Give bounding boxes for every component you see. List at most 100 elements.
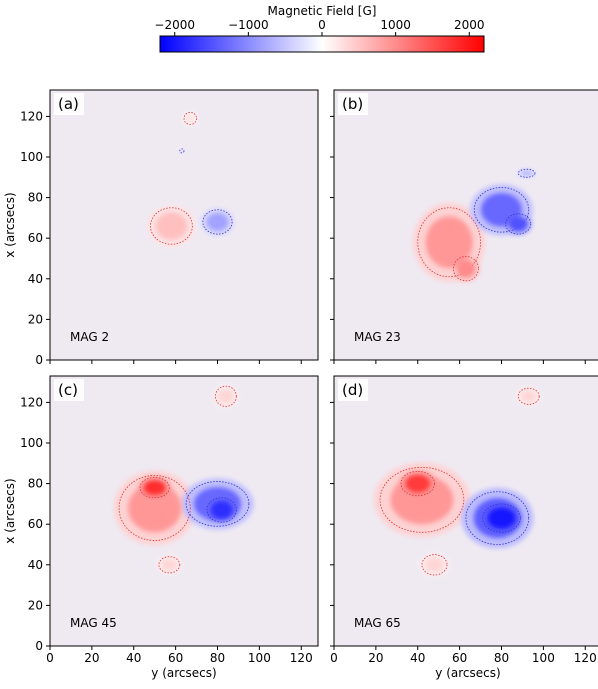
y-tick-label: 40 bbox=[28, 558, 43, 572]
colorbar-tick-label: 1000 bbox=[380, 18, 411, 32]
contour-positive bbox=[118, 475, 191, 541]
contour-positive bbox=[417, 207, 481, 278]
y-tick-label: 80 bbox=[28, 477, 43, 491]
panel-annotation: MAG 65 bbox=[354, 616, 401, 630]
x-tick-label: 20 bbox=[84, 651, 99, 665]
contour-negative bbox=[517, 168, 536, 178]
panel-label: (b) bbox=[342, 95, 363, 113]
y-tick-label: 120 bbox=[20, 395, 43, 409]
field-core-positive bbox=[218, 388, 234, 404]
field-core-negative bbox=[180, 149, 184, 153]
axes-frame bbox=[333, 375, 598, 647]
x-axis-label: y (arcsecs) bbox=[151, 666, 216, 680]
heatmap-field bbox=[373, 386, 541, 577]
heatmap-field bbox=[147, 111, 235, 248]
field-core-negative bbox=[481, 193, 522, 227]
field-core-positive bbox=[390, 475, 454, 525]
x-tick-label: 80 bbox=[494, 651, 509, 665]
field-core-positive bbox=[520, 390, 537, 403]
axes-frame bbox=[49, 89, 319, 361]
panel-label-box bbox=[338, 93, 368, 115]
panel-annotation: MAG 23 bbox=[354, 330, 401, 344]
y-tick-label: 120 bbox=[20, 109, 43, 123]
x-tick-label: 40 bbox=[410, 651, 425, 665]
colorbar-tick-label: 0 bbox=[318, 18, 326, 32]
panel-b: (b) MAG 23 bbox=[330, 89, 598, 364]
field-core-negative bbox=[520, 170, 533, 177]
contour-negative bbox=[465, 491, 530, 545]
x-tick-label: 80 bbox=[210, 651, 225, 665]
colorbar-tick-label: −1000 bbox=[228, 18, 269, 32]
contour-negative bbox=[505, 213, 532, 235]
y-tick-label: 60 bbox=[28, 517, 43, 531]
contour-positive bbox=[150, 207, 193, 245]
field-core-positive bbox=[161, 558, 178, 571]
contour-positive bbox=[158, 556, 181, 574]
x-tick-label: 120 bbox=[574, 651, 597, 665]
x-tick-label: 20 bbox=[368, 651, 383, 665]
y-axis-label: x (arcsecs) bbox=[3, 478, 17, 543]
panel-label: (c) bbox=[58, 381, 78, 399]
panel-label-box bbox=[54, 93, 84, 115]
field-core-negative bbox=[487, 507, 516, 529]
panel-label: (a) bbox=[58, 95, 79, 113]
field-core-negative bbox=[508, 216, 528, 232]
contour-positive bbox=[379, 466, 465, 533]
y-tick-label: 20 bbox=[28, 598, 43, 612]
axes-frame bbox=[49, 375, 319, 647]
colorbar: Magnetic Field [G] −2000 −1000 0 1000 2000 bbox=[154, 4, 485, 53]
colorbar-tick-label: −2000 bbox=[154, 18, 195, 32]
contour-positive bbox=[215, 385, 237, 407]
panel-c: 0 20 40 60 80 100 120 0 20 40 60 80 100 120 y (arcsecs… bbox=[3, 375, 319, 680]
x-tick-label: 40 bbox=[126, 651, 141, 665]
axes-frame bbox=[333, 89, 598, 361]
y-tick-label: 0 bbox=[35, 353, 43, 367]
contour-negative bbox=[473, 187, 530, 233]
contour-positive bbox=[183, 111, 197, 125]
colorbar-gradient bbox=[159, 35, 485, 53]
panels: 0 20 40 60 80 100 120 x (arcsecs) (a) MAG 2 (b) MAG… bbox=[3, 89, 598, 680]
colorbar-tick-label: 2000 bbox=[454, 18, 485, 32]
field-core-positive bbox=[143, 480, 166, 496]
field-core-positive bbox=[185, 113, 195, 123]
contour-negative bbox=[202, 209, 233, 235]
panel-d: 0 20 40 60 80 100 120 y (arcsecs) (d) MAG 65 bbox=[330, 375, 598, 680]
panel-annotation: MAG 2 bbox=[70, 330, 109, 344]
x-axis-label: y (arcsecs) bbox=[435, 666, 500, 680]
field-core-positive bbox=[425, 557, 444, 573]
contour-positive bbox=[139, 477, 170, 499]
field-core-positive bbox=[425, 216, 473, 269]
contour-negative bbox=[179, 148, 185, 154]
field-core-positive bbox=[155, 212, 188, 240]
x-tick-label: 120 bbox=[290, 651, 313, 665]
y-tick-label: 100 bbox=[20, 436, 43, 450]
colorbar-ticks: −2000 −1000 0 1000 2000 bbox=[154, 18, 485, 36]
y-tick-label: 20 bbox=[28, 312, 43, 326]
panel-a: 0 20 40 60 80 100 120 x (arcsecs) (a) MAG 2 bbox=[3, 89, 319, 367]
y-tick-label: 100 bbox=[20, 150, 43, 164]
y-tick-label: 60 bbox=[28, 231, 43, 245]
field-core-negative bbox=[206, 212, 229, 232]
y-axis-label: x (arcsecs) bbox=[3, 192, 17, 257]
field-core-positive bbox=[405, 474, 431, 493]
contour-negative bbox=[206, 497, 237, 523]
field-core-positive bbox=[456, 259, 476, 278]
heatmap-field bbox=[413, 168, 537, 283]
field-core-negative bbox=[210, 500, 233, 520]
contour-positive bbox=[517, 387, 540, 405]
panel-annotation: MAG 45 bbox=[70, 616, 117, 630]
contour-negative bbox=[185, 481, 250, 527]
panel-label-box bbox=[54, 379, 84, 401]
y-tick-label: 40 bbox=[28, 272, 43, 286]
panel-label-box bbox=[338, 379, 368, 401]
colorbar-label: Magnetic Field [G] bbox=[268, 4, 377, 18]
contour-positive bbox=[421, 554, 448, 576]
field-core-positive bbox=[127, 483, 182, 533]
contour-positive bbox=[452, 256, 479, 282]
heatmap-field bbox=[113, 384, 254, 575]
y-tick-label: 80 bbox=[28, 191, 43, 205]
contour-positive bbox=[400, 471, 435, 497]
x-tick-label: 60 bbox=[452, 651, 467, 665]
x-tick-label: 0 bbox=[46, 651, 54, 665]
